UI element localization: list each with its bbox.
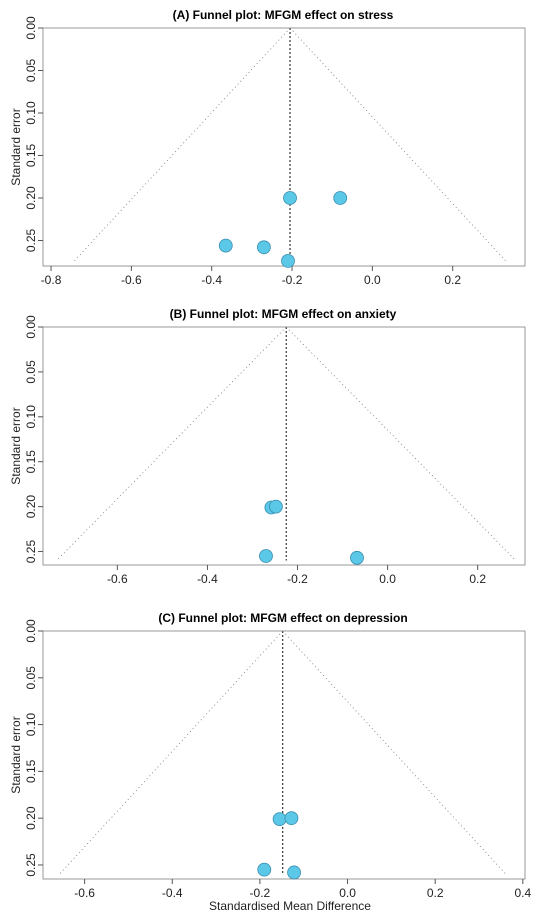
panel-c-y-axis: 0.00 0.05 0.10 0.15 0.20 0.25	[24, 619, 43, 877]
panel-a-funnel-right-line	[289, 27, 507, 263]
panel-b-funnel-right-line	[285, 326, 517, 561]
panel-b-study-point	[268, 499, 283, 514]
panel-a-x-tick-label: 0.2	[444, 273, 461, 287]
panel-c-study-point	[284, 811, 299, 826]
panel-c-x-tick-label: -0.6	[74, 886, 95, 900]
panel-b-x-tick-label: -0.6	[107, 572, 128, 586]
panel-a-y-tick-label: 0.00	[24, 16, 38, 40]
panel-c-points	[257, 811, 301, 880]
panel-c-plot-box	[42, 630, 526, 880]
panel-a-x-axis: -0.8 -0.6 -0.4 -0.2 0.0 0.2	[41, 266, 461, 287]
panel-a-funnel-left-line	[73, 27, 291, 263]
panel-b: (B) Funnel plot: MFGM effect on anxiety …	[9, 307, 526, 586]
panel-a-x-tick-label: 0.0	[364, 273, 381, 287]
panel-a-funnel-lines	[73, 27, 507, 263]
panel-b-y-tick-label: 0.00	[24, 315, 38, 339]
panel-c-funnel-left-line	[59, 630, 283, 875]
panel-a-x-tick-label: -0.6	[121, 273, 142, 287]
panel-c-study-point	[272, 812, 287, 827]
panel-b-y-tick-label: 0.05	[24, 360, 38, 384]
panel-b-y-axis-label: Standard error	[9, 407, 23, 484]
panel-b-x-axis: -0.6 -0.4 -0.2 0.0 0.2	[107, 565, 486, 586]
panel-c-x-axis: -0.6 -0.4 -0.2 0.0 0.2 0.4	[74, 879, 531, 900]
panel-a-y-tick-label: 0.25	[24, 228, 38, 252]
panel-b-y-tick-label: 0.25	[24, 540, 38, 564]
panel-c-study-point	[287, 865, 301, 880]
panel-c-y-tick-label: 0.15	[24, 759, 38, 783]
panel-b-points	[259, 499, 364, 565]
panel-c-x-tick-label: -0.4	[162, 886, 183, 900]
panel-a-points	[218, 191, 348, 268]
panel-c: (C) Funnel plot: MFGM effect on depressi…	[9, 611, 531, 913]
panel-b-study-point	[259, 549, 273, 563]
panel-c-y-tick-label: 0.25	[24, 853, 38, 877]
panel-a-y-tick-label: 0.05	[24, 58, 38, 82]
panel-a-x-tick-label: -0.2	[282, 273, 303, 287]
panel-c-title: (C) Funnel plot: MFGM effect on depressi…	[158, 611, 407, 625]
panel-b-x-tick-label: -0.2	[287, 572, 308, 586]
panel-c-funnel-right-line	[282, 630, 507, 875]
panel-b-funnel-lines	[56, 326, 517, 561]
panel-a: (A) Funnel plot: MFGM effect on stress 0…	[9, 8, 526, 287]
panel-c-x-tick-label: 0.0	[339, 886, 356, 900]
panel-b-plot-box	[42, 326, 526, 566]
panel-a-y-tick-label: 0.20	[24, 186, 38, 210]
panel-c-funnel-lines	[59, 630, 507, 875]
panel-a-study-point	[257, 240, 271, 255]
panel-a-study-point	[218, 238, 233, 253]
panel-b-x-tick-label: 0.2	[469, 572, 486, 586]
panel-a-y-tick-label: 0.10	[24, 101, 38, 125]
panel-c-study-point	[257, 862, 272, 877]
panel-b-title: (B) Funnel plot: MFGM effect on anxiety	[170, 307, 397, 321]
panel-a-y-tick-label: 0.15	[24, 143, 38, 167]
panel-c-y-tick-label: 0.10	[24, 713, 38, 737]
panel-a-study-point	[281, 253, 295, 268]
panel-c-y-axis-label: Standard error	[9, 716, 23, 793]
panel-a-study-point	[333, 191, 348, 205]
panel-b-funnel-left-line	[56, 326, 287, 561]
panel-b-x-tick-label: -0.4	[197, 572, 218, 586]
panel-c-y-tick-label: 0.05	[24, 666, 38, 690]
panel-b-y-tick-label: 0.20	[24, 495, 38, 519]
panel-a-title: (A) Funnel plot: MFGM effect on stress	[173, 8, 394, 22]
panel-a-study-point	[283, 191, 297, 205]
panel-b-y-axis: 0.00 0.05 0.10 0.15 0.20 0.25	[24, 315, 43, 563]
panel-c-y-tick-label: 0.00	[24, 619, 38, 643]
panel-c-y-tick-label: 0.20	[24, 806, 38, 830]
panel-b-y-tick-label: 0.15	[24, 450, 38, 474]
panel-a-x-tick-label: -0.8	[41, 273, 62, 287]
panel-a-x-tick-label: -0.4	[201, 273, 222, 287]
panel-b-x-tick-label: 0.0	[379, 572, 396, 586]
panel-b-y-tick-label: 0.10	[24, 405, 38, 429]
panel-a-y-axis-label: Standard error	[9, 108, 23, 185]
panel-a-plot-box	[42, 27, 526, 267]
panel-b-study-point	[350, 550, 364, 565]
panel-c-x-tick-label: 0.4	[514, 886, 531, 900]
panel-c-x-tick-label: 0.2	[427, 886, 444, 900]
panel-a-y-axis: 0.00 0.05 0.10 0.15 0.20 0.25	[24, 16, 43, 252]
panel-c-x-axis-label: Standardised Mean Difference	[209, 899, 371, 913]
panel-c-x-tick-label: -0.2	[250, 886, 271, 900]
